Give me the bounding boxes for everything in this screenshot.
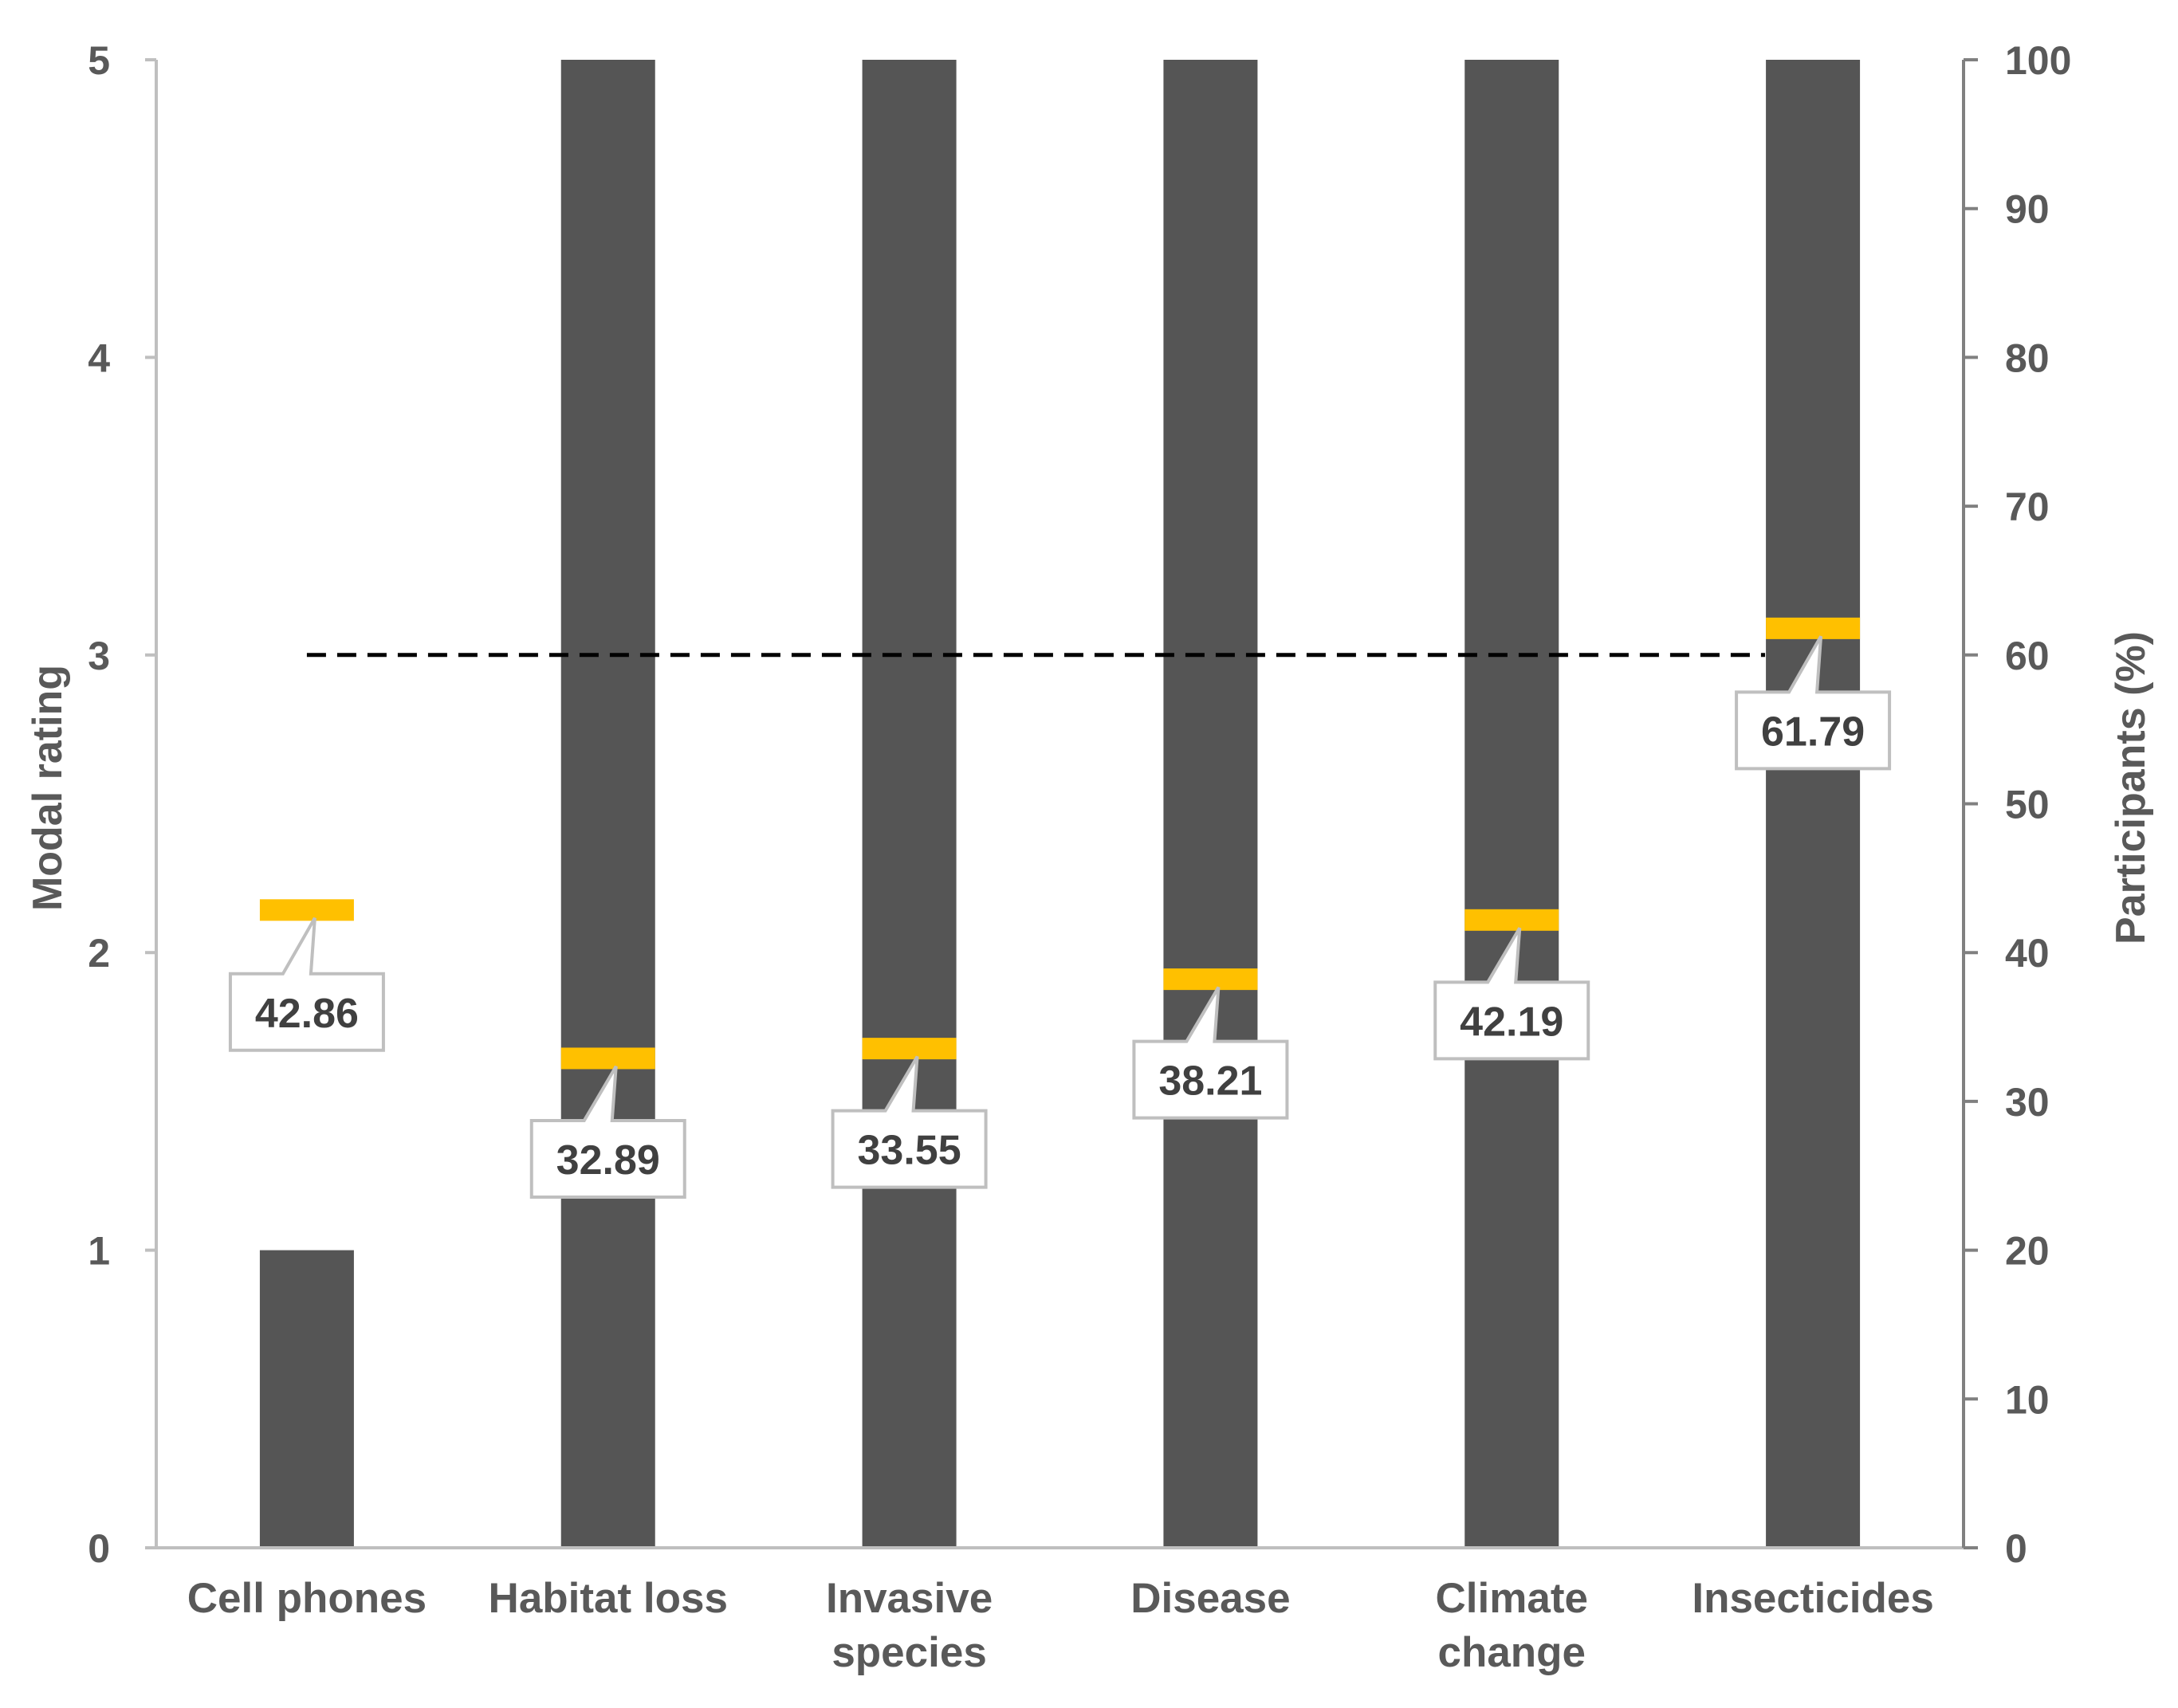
y2-tick-label: 10 bbox=[2005, 1377, 2050, 1422]
y-tick-label: 5 bbox=[88, 38, 110, 83]
bar bbox=[259, 1250, 354, 1548]
x-tick-label: Invasive bbox=[826, 1575, 993, 1622]
y2-tick-label: 90 bbox=[2005, 187, 2050, 232]
data-label-callout bbox=[1433, 927, 1590, 1061]
y-tick-label: 1 bbox=[88, 1229, 110, 1274]
data-label-callout bbox=[1735, 635, 1892, 771]
y2-tick-label: 20 bbox=[2005, 1229, 2050, 1274]
y-tick-label: 3 bbox=[88, 634, 110, 678]
marker bbox=[862, 1038, 957, 1060]
marker bbox=[1766, 617, 1861, 639]
data-label: 61.79 bbox=[1761, 709, 1865, 755]
data-label: 38.21 bbox=[1158, 1058, 1262, 1105]
data-label: 33.55 bbox=[858, 1128, 961, 1174]
plot-area: 42.86 32.89 33.55 38.21 42.19 61.79 bbox=[228, 60, 1892, 1548]
y-tick-label: 0 bbox=[88, 1526, 110, 1571]
bar bbox=[1464, 60, 1559, 1548]
y2-tick-label: 40 bbox=[2005, 931, 2050, 976]
bar bbox=[862, 60, 957, 1548]
y2-axis-title: Participants (%) bbox=[2108, 631, 2154, 944]
marker bbox=[259, 899, 354, 921]
x-tick-label: Insecticides bbox=[1692, 1575, 1933, 1622]
x-tick-label: species bbox=[831, 1629, 986, 1676]
x-tick-label: Disease bbox=[1130, 1575, 1290, 1622]
y2-tick-label: 60 bbox=[2005, 634, 2050, 678]
marker bbox=[560, 1047, 655, 1070]
x-tick-label: change bbox=[1437, 1629, 1586, 1676]
y2-tick-label: 80 bbox=[2005, 336, 2050, 380]
y-tick-label: 4 bbox=[88, 336, 110, 380]
marker bbox=[1464, 909, 1559, 931]
data-label: 42.19 bbox=[1460, 999, 1563, 1045]
data-label-callout bbox=[1132, 986, 1289, 1120]
x-tick-label: Climate bbox=[1436, 1575, 1588, 1622]
y-tick-label: 2 bbox=[88, 931, 110, 976]
data-label-callout bbox=[529, 1065, 686, 1199]
data-label-callout bbox=[228, 917, 385, 1052]
data-label-callout bbox=[831, 1055, 988, 1189]
bar bbox=[1766, 60, 1861, 1548]
y2-tick-label: 100 bbox=[2005, 38, 2071, 83]
y2-tick-label: 50 bbox=[2005, 783, 2050, 827]
data-label: 32.89 bbox=[556, 1137, 660, 1184]
y2-tick-label: 0 bbox=[2005, 1526, 2027, 1571]
y2-tick-label: 70 bbox=[2005, 485, 2050, 529]
data-label: 42.86 bbox=[255, 991, 359, 1037]
bar bbox=[1163, 60, 1258, 1548]
bar bbox=[560, 60, 655, 1548]
marker bbox=[1163, 968, 1258, 991]
y2-tick-label: 30 bbox=[2005, 1080, 2050, 1125]
x-tick-label: Habitat loss bbox=[489, 1575, 728, 1622]
x-tick-label: Cell phones bbox=[187, 1575, 427, 1622]
y-axis-title: Modal rating bbox=[25, 665, 71, 911]
